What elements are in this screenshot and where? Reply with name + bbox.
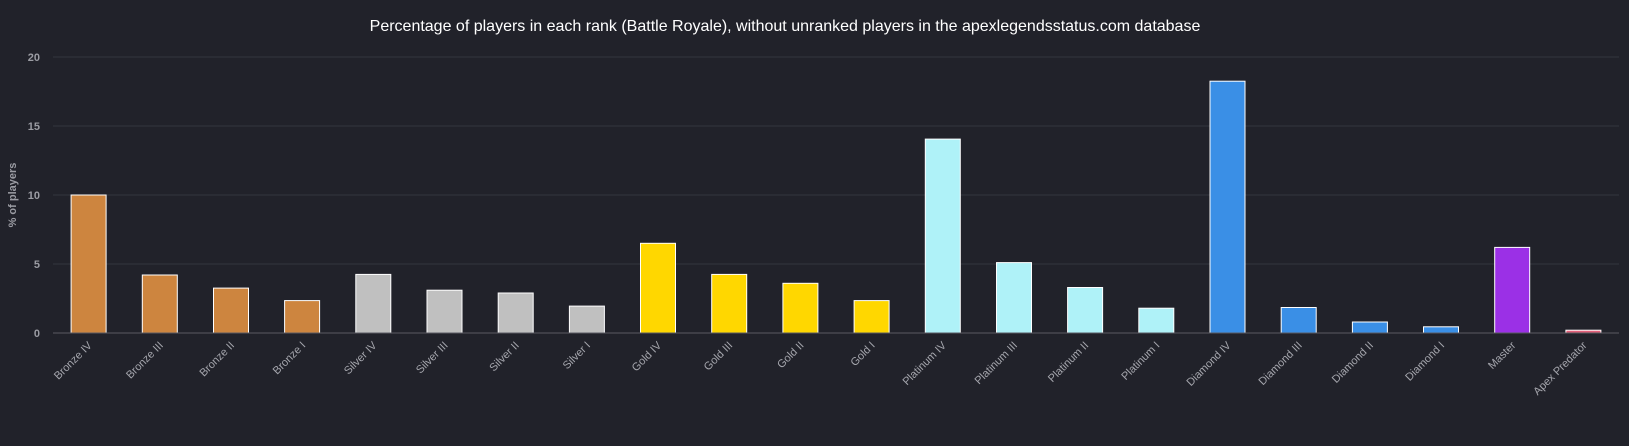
chart-title: Percentage of players in each rank (Batt… — [370, 18, 1201, 35]
bar-gold-iii[interactable] — [711, 273, 748, 334]
bar-platinum-iii[interactable] — [996, 262, 1032, 334]
bar-platinum-iv[interactable] — [924, 138, 961, 334]
bar-diamond-i[interactable] — [1423, 326, 1459, 334]
bar-gold-ii[interactable] — [782, 282, 819, 334]
bar-silver-iii[interactable] — [426, 289, 463, 334]
bar-master[interactable] — [1494, 246, 1531, 334]
bar-silver-ii[interactable] — [497, 292, 534, 334]
x-tick-label: Diamond IV — [1184, 339, 1234, 389]
x-tick-label: Diamond I — [1403, 340, 1447, 384]
x-tick-label: Gold II — [775, 340, 806, 371]
x-tick-label: Diamond III — [1257, 340, 1305, 388]
x-tick-label: Bronze I — [271, 340, 308, 377]
x-tick-label: Gold IV — [630, 339, 665, 374]
x-tick-label: Bronze III — [124, 340, 166, 382]
x-tick-label: Bronze II — [197, 340, 237, 380]
bar-diamond-iv[interactable] — [1209, 80, 1246, 334]
x-tick-label: Silver IV — [342, 339, 380, 377]
x-tick-label: Silver III — [414, 340, 451, 377]
bar-series — [70, 80, 1602, 334]
bar-bronze-ii[interactable] — [213, 287, 249, 334]
bar-silver-i[interactable] — [568, 305, 605, 334]
bar-diamond-iii[interactable] — [1280, 307, 1317, 334]
y-axis: 0 5 10 15 20 — [28, 52, 40, 340]
y-axis-title: % of players — [7, 163, 19, 228]
y-tick-label: 15 — [28, 121, 40, 133]
x-tick-label: Platinum IV — [901, 339, 950, 388]
bar-bronze-i[interactable] — [284, 300, 321, 334]
bar-diamond-ii[interactable] — [1351, 321, 1388, 334]
bar-bronze-iv[interactable] — [70, 194, 107, 334]
x-tick-label: Silver II — [487, 340, 521, 374]
x-tick-label: Master — [1486, 339, 1518, 371]
x-tick-label: Platinum I — [1119, 340, 1162, 383]
y-tick-label: 20 — [28, 52, 40, 64]
x-tick-label: Bronze IV — [52, 339, 95, 382]
y-tick-label: 10 — [28, 190, 40, 202]
bar-silver-iv[interactable] — [355, 273, 392, 334]
x-tick-label: Gold I — [848, 340, 877, 369]
bar-gold-iv[interactable] — [640, 242, 676, 334]
bar-gold-i[interactable] — [853, 300, 890, 334]
bar-platinum-i[interactable] — [1138, 307, 1175, 334]
bar-platinum-ii[interactable] — [1067, 287, 1104, 334]
x-tick-label: Platinum II — [1046, 340, 1091, 385]
x-tick-label: Silver I — [561, 340, 593, 372]
y-tick-label: 5 — [34, 259, 40, 271]
x-tick-label: Gold III — [702, 340, 736, 374]
x-tick-label: Platinum III — [973, 340, 1020, 387]
x-axis: Bronze IV Bronze III Bronze II Bronze I Silv… — [52, 339, 1590, 398]
gridlines — [53, 56, 1619, 265]
y-tick-label: 0 — [34, 328, 40, 340]
x-tick-label: Apex Predator — [1531, 339, 1589, 397]
x-tick-label: Diamond II — [1330, 340, 1376, 386]
bar-bronze-iii[interactable] — [141, 274, 178, 334]
